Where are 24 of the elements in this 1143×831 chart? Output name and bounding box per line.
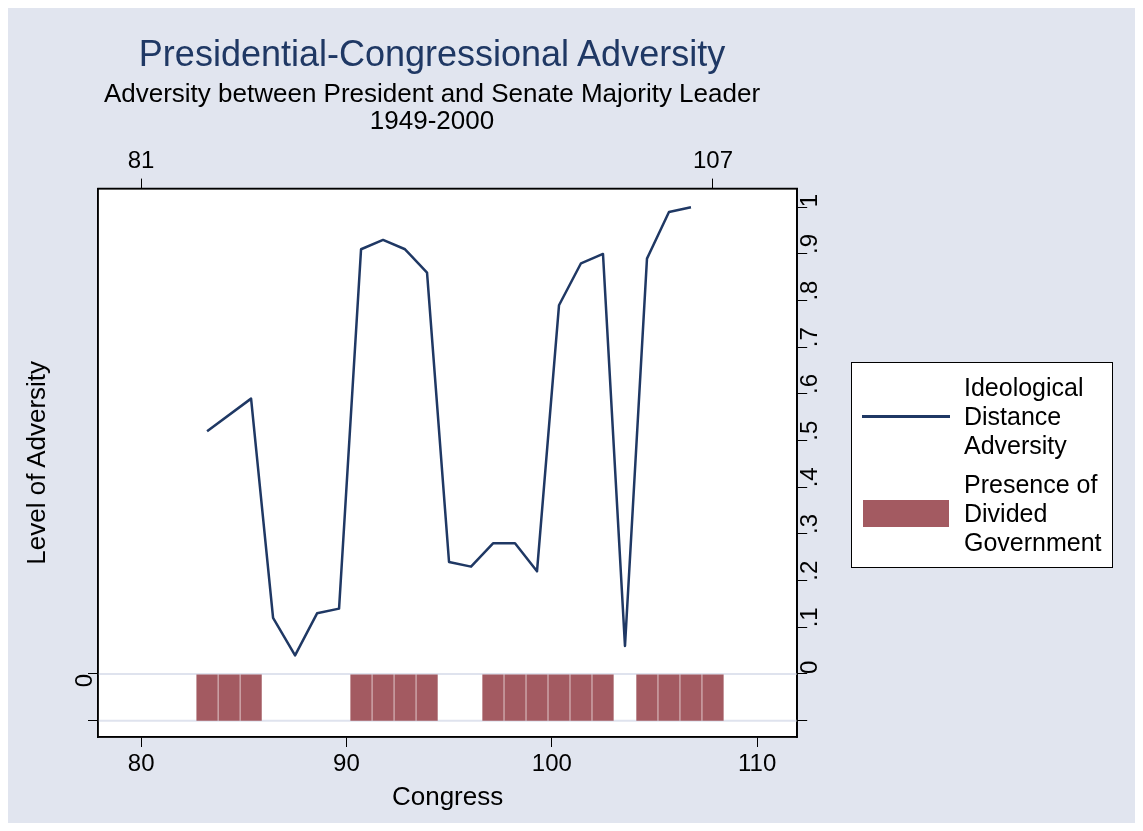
y-tick-label: .2 — [794, 560, 822, 581]
x-tick-label: 90 — [333, 749, 360, 777]
chart-subtitle: Adversity between President and Senate Majority Leader 1949-2000 — [103, 78, 761, 136]
x2-tick-label: 81 — [127, 145, 155, 173]
y-tick-label: 1 — [794, 193, 822, 208]
x-axis-title: Congress — [391, 780, 504, 811]
y-tick-label: .4 — [794, 467, 822, 488]
legend-label: Presence of Divided Government — [964, 470, 1103, 557]
y-axis-title: Level of Adversity — [20, 360, 51, 565]
y-tick-label: 0 — [794, 660, 822, 674]
y-tick-label: .1 — [794, 607, 822, 628]
y-tick-label: .6 — [794, 373, 822, 394]
legend-label: Ideological Distance Adversity — [964, 373, 1085, 460]
x-tick-label: 100 — [531, 749, 572, 777]
x-tick-label: 80 — [127, 749, 155, 777]
y-tick-label: .8 — [794, 280, 822, 301]
ref-line-label: 0 — [69, 673, 97, 688]
chart-title: Presidential-Congressional Adversity — [138, 32, 726, 74]
y-tick-label: .9 — [794, 233, 822, 254]
x2-tick-label: 107 — [692, 145, 733, 173]
y-tick-label: .5 — [794, 420, 822, 441]
x-tick-label: 110 — [738, 749, 777, 777]
y-tick-label: .3 — [794, 513, 822, 534]
y-tick-label: .7 — [794, 327, 822, 348]
